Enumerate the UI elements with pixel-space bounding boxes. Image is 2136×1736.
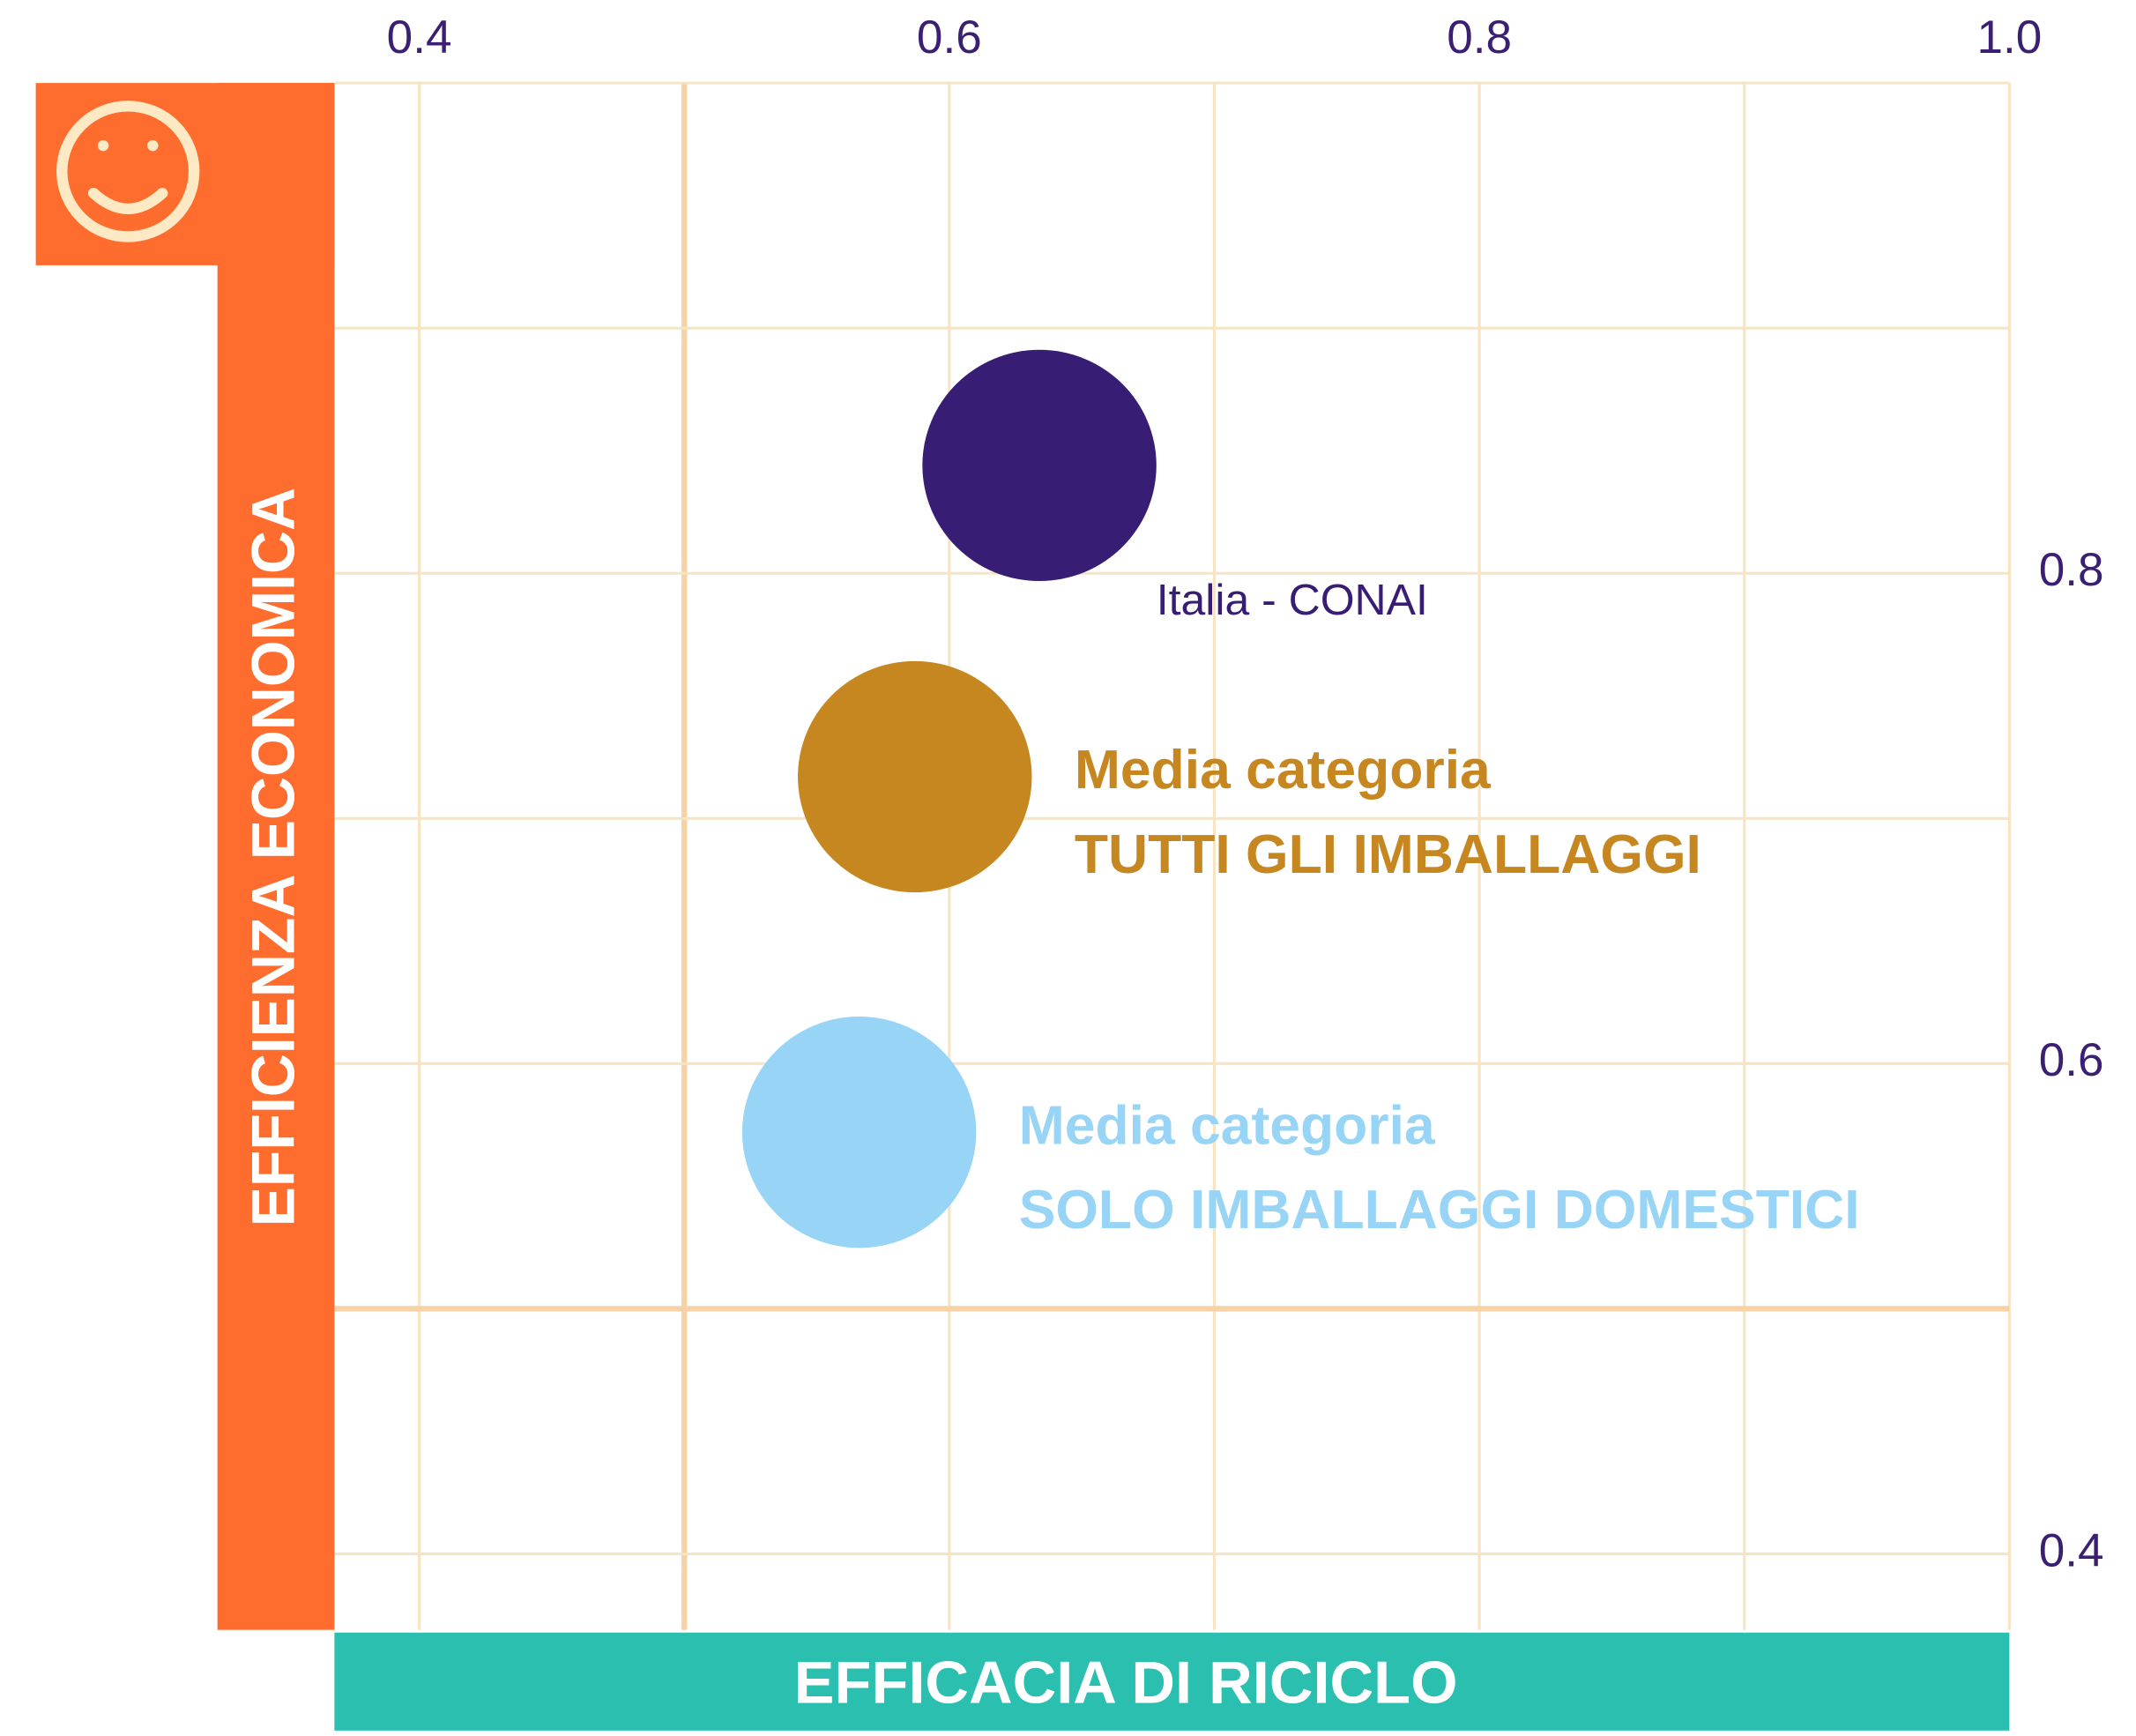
x-axis-band bbox=[334, 1632, 2010, 1731]
y-tick-label: 0.4 bbox=[2039, 1525, 2104, 1577]
plot-area bbox=[334, 83, 2010, 1630]
bubble-label: Media categoria bbox=[1019, 1096, 1435, 1157]
bubble bbox=[741, 1017, 977, 1248]
bubble bbox=[922, 349, 1157, 582]
grid bbox=[334, 81, 2011, 1630]
bubble-label: Italia - CONAI bbox=[1157, 575, 1428, 624]
x-tick-label: 1.0 bbox=[1976, 11, 2042, 63]
x-tick-label: 0.8 bbox=[1447, 11, 1512, 63]
smiley-icon bbox=[56, 101, 200, 242]
y-tick-label: 0.8 bbox=[2039, 544, 2104, 596]
bubble bbox=[798, 660, 1032, 893]
x-tick-label: 0.4 bbox=[387, 11, 452, 63]
y-axis-label: EFFICIENZA ECONOMICA bbox=[240, 488, 307, 1226]
bubble-label: Media categoria bbox=[1075, 741, 1491, 801]
marks: Italia - CONAI Media categoria TUTTI GLI I… bbox=[741, 349, 1860, 1248]
x-tick-label: 0.6 bbox=[917, 11, 982, 63]
smiley-block bbox=[35, 83, 335, 265]
x-axis-label: EFFICACIA DI RICICLO bbox=[794, 1650, 1458, 1717]
bubble-label: SOLO IMBALLAGGI DOMESTICI bbox=[1019, 1180, 1860, 1241]
bubble-label: TUTTI GLI IMBALLAGGI bbox=[1075, 824, 1701, 885]
y-axis-band bbox=[217, 83, 335, 1630]
y-tick-label: 0.6 bbox=[2039, 1034, 2104, 1086]
